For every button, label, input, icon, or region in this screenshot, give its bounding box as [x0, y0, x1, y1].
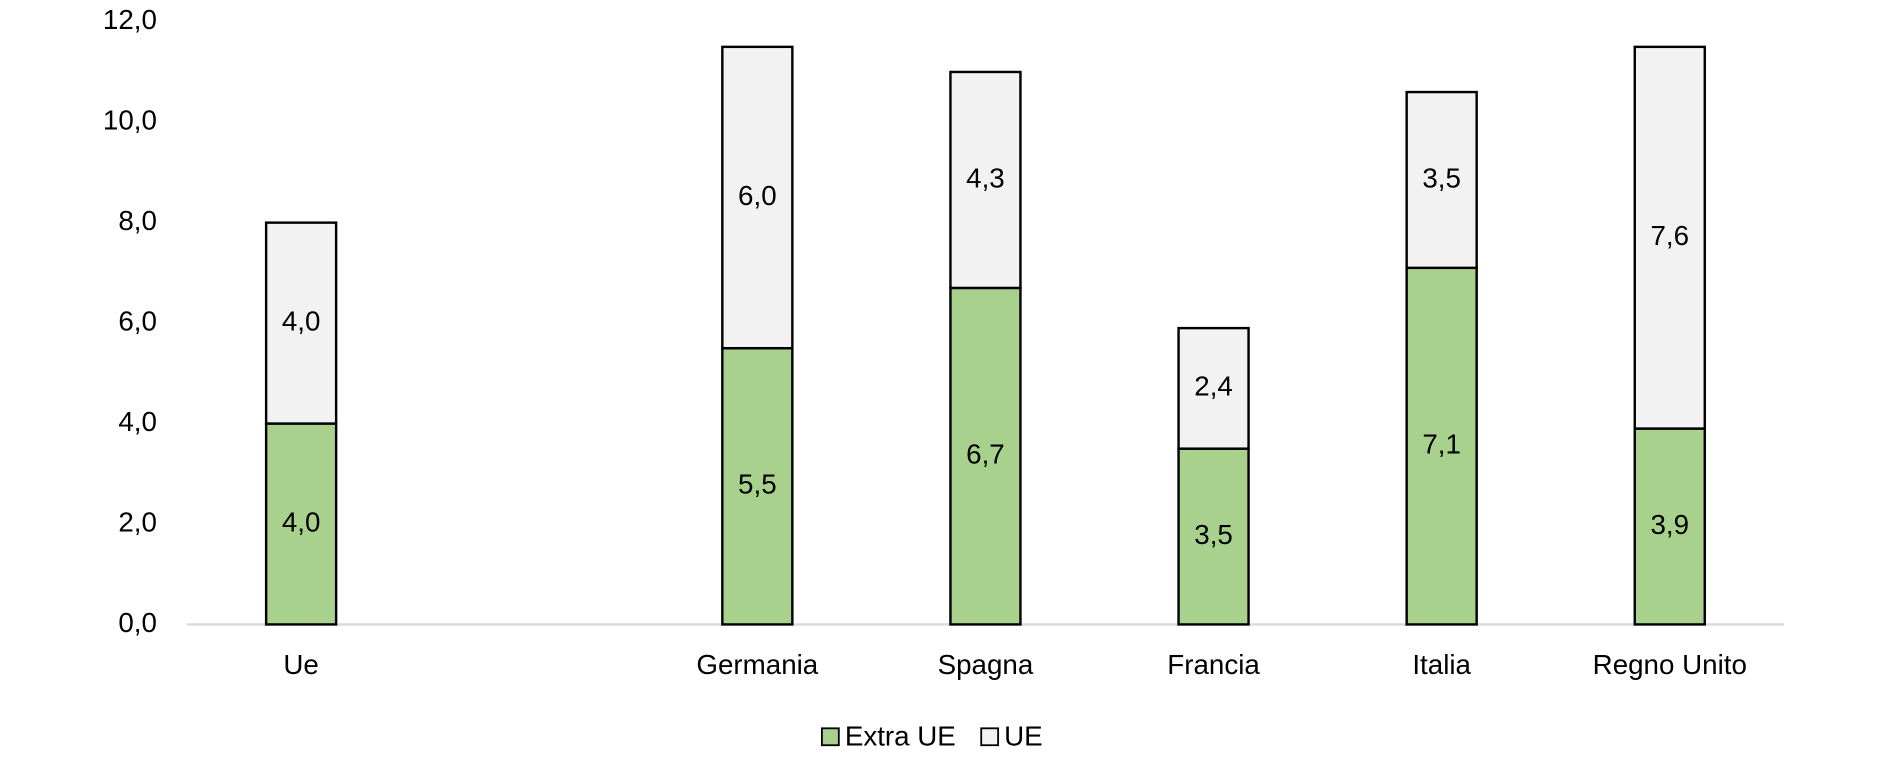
bar-segment	[721, 45, 794, 350]
x-tick-label: Regno Unito	[1593, 649, 1747, 680]
bar-segment	[264, 422, 338, 626]
x-tick-label: Francia	[1167, 649, 1260, 680]
bar-segment	[1633, 45, 1706, 430]
data-label: 4,3	[966, 162, 1005, 193]
data-label: 6,0	[738, 180, 777, 211]
bar-segment	[949, 286, 1022, 626]
bar-segment	[1405, 90, 1478, 270]
data-label: 7,1	[1422, 428, 1461, 459]
data-label: 3,5	[1422, 162, 1461, 193]
legend-swatch	[980, 727, 1000, 747]
y-tick-label: 10,0	[103, 105, 157, 136]
x-tick-label: Italia	[1412, 649, 1471, 680]
y-tick-label: 8,0	[118, 205, 157, 236]
bar-segment	[1405, 266, 1478, 626]
bar-segment	[1177, 447, 1250, 626]
bar-segment	[949, 70, 1022, 290]
bar-segment	[1177, 326, 1250, 450]
data-label: 6,7	[966, 439, 1005, 470]
data-label: 3,9	[1650, 509, 1689, 540]
y-tick-label: 12,0	[103, 4, 157, 35]
legend-swatch	[821, 727, 840, 747]
x-tick-label: Germania	[696, 649, 818, 680]
bar-segment	[264, 221, 338, 425]
data-label: 3,5	[1194, 519, 1233, 550]
y-tick-label: 0,0	[118, 607, 157, 638]
data-label: 4,0	[282, 506, 321, 537]
y-tick-label: 2,0	[118, 506, 157, 537]
bar-segment	[1633, 427, 1706, 626]
legend-label: Extra UE	[845, 720, 956, 751]
data-label: 7,6	[1650, 220, 1689, 251]
data-label: 2,4	[1194, 371, 1233, 402]
x-tick-label: Ue	[283, 649, 318, 680]
x-tick-label: Spagna	[938, 649, 1034, 680]
data-label: 4,0	[282, 305, 321, 336]
data-label: 5,5	[738, 469, 777, 500]
y-tick-label: 4,0	[118, 406, 157, 437]
y-tick-label: 6,0	[118, 305, 157, 336]
legend-label: UE	[1004, 720, 1043, 751]
